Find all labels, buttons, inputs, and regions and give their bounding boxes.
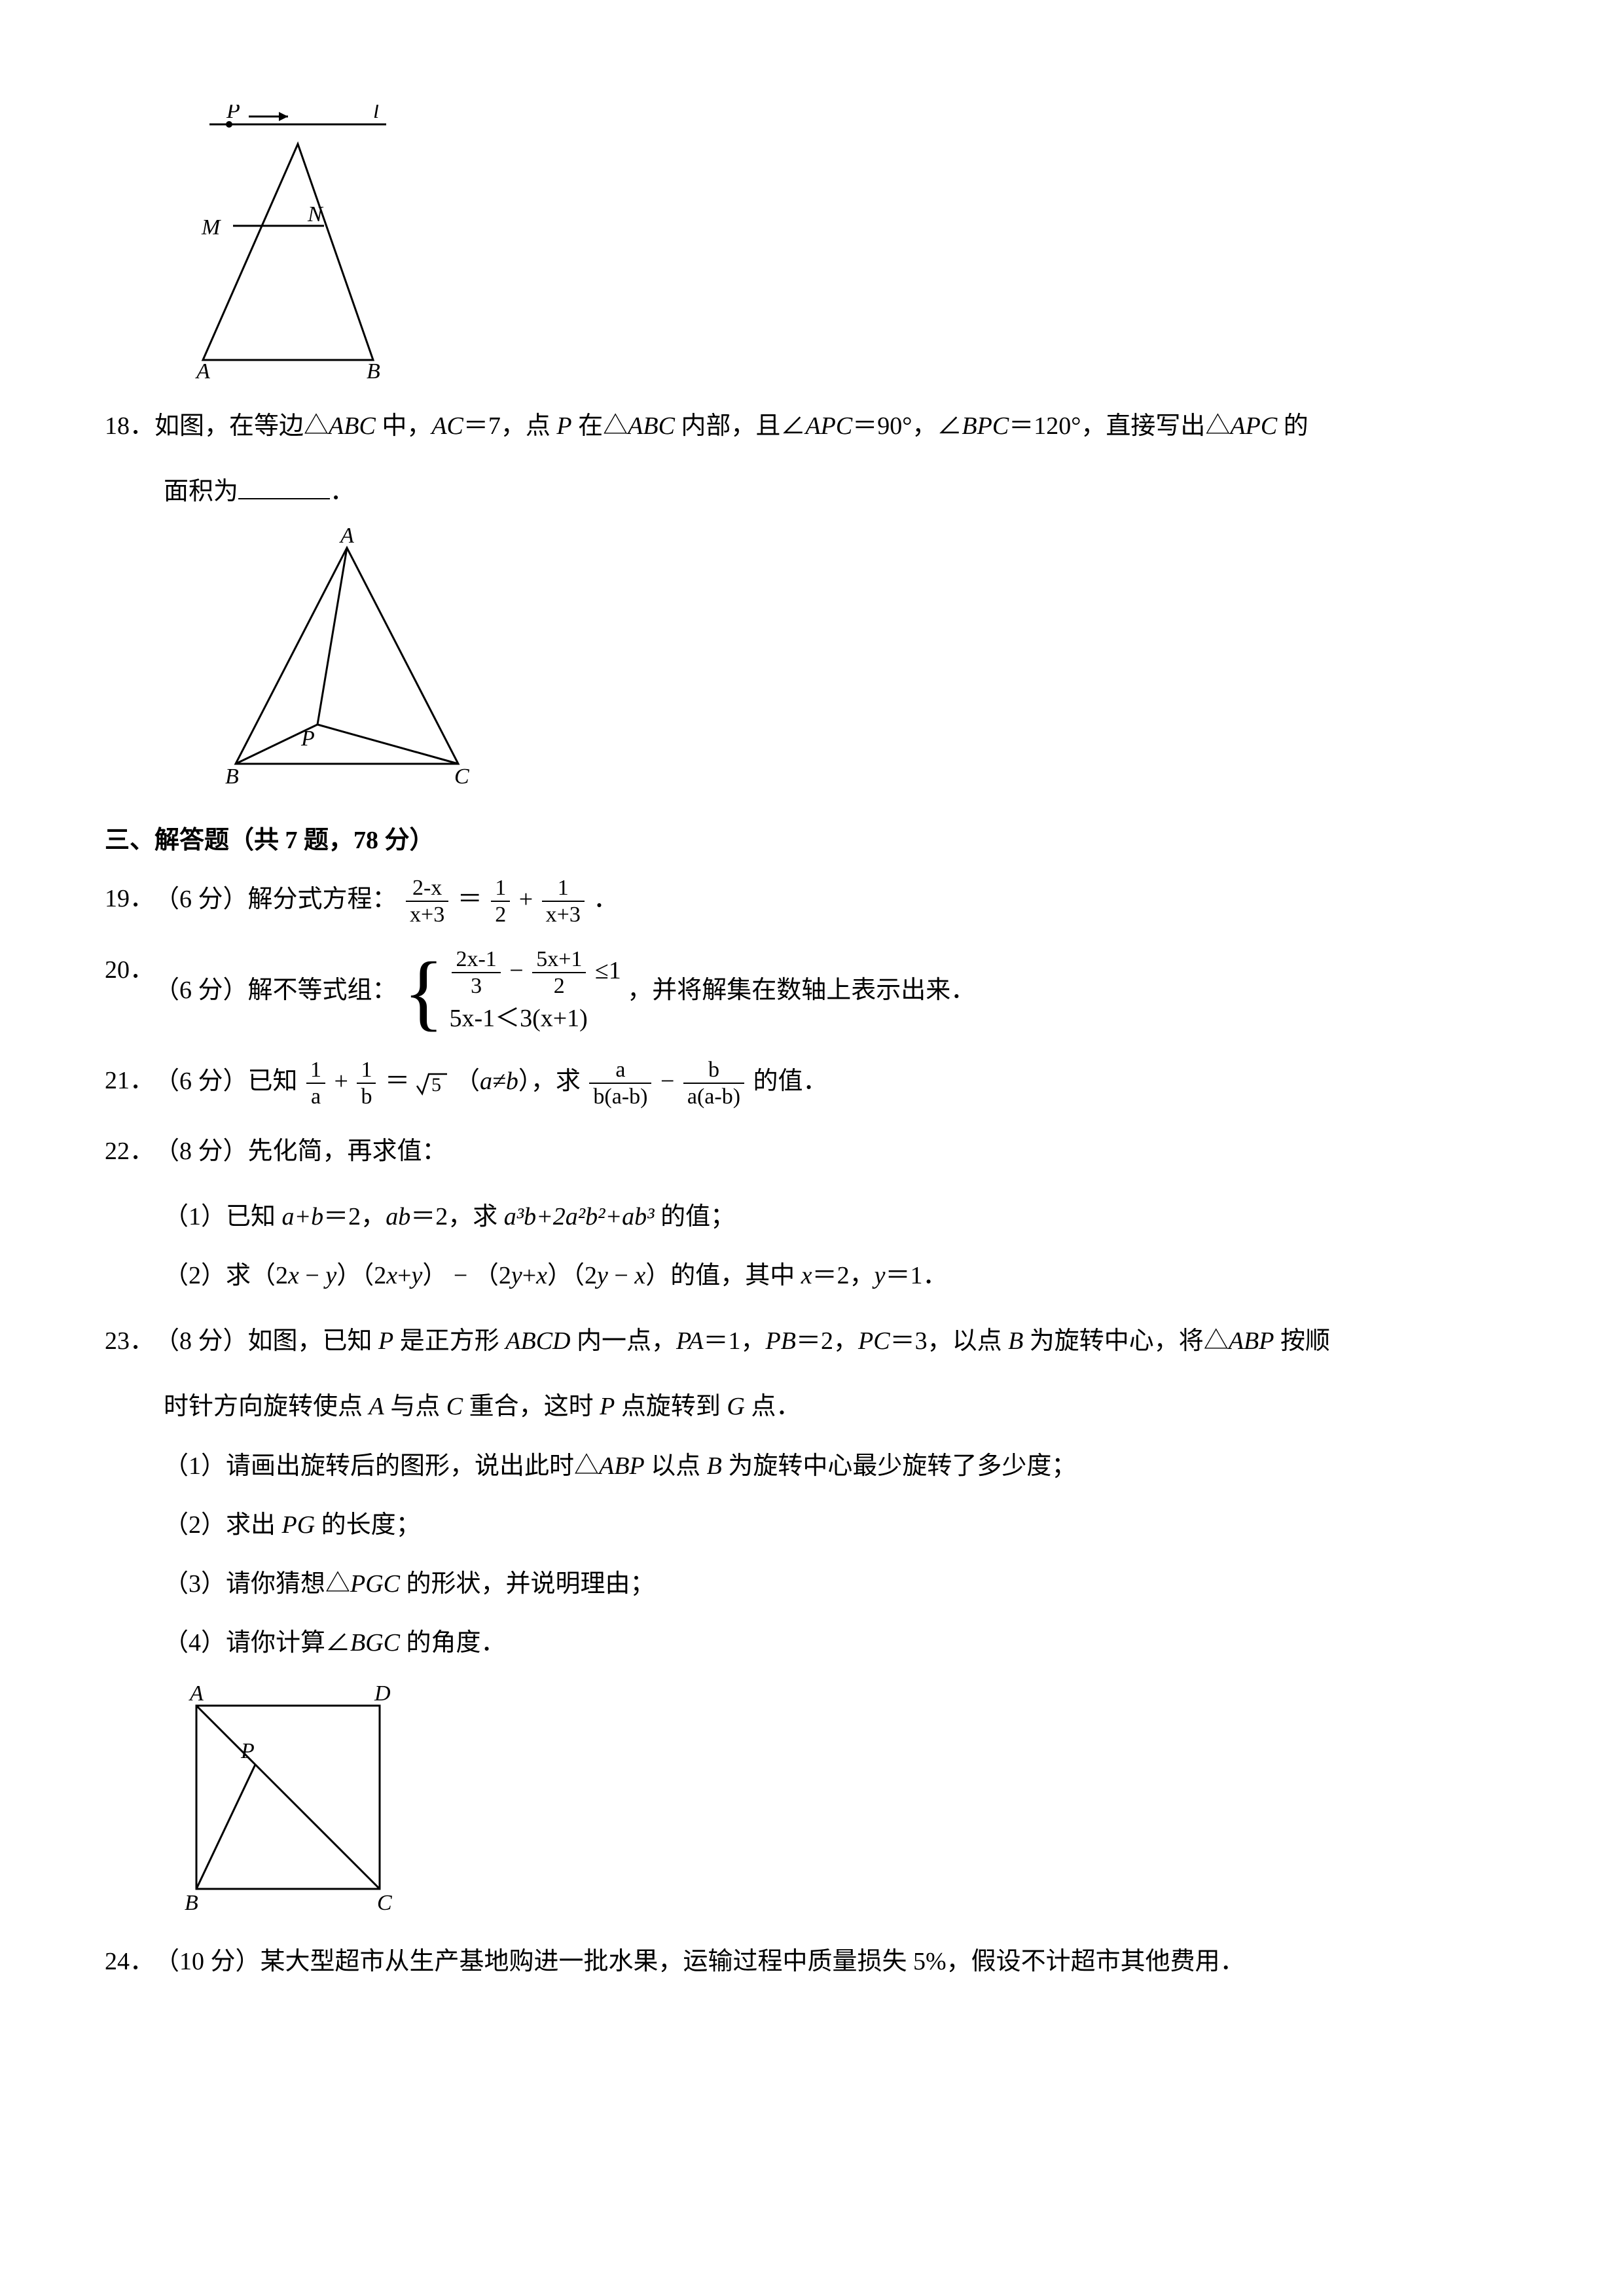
fig23-label-C: C xyxy=(377,1891,392,1915)
question-19: 19． （6 分）解分式方程： 2-xx+3 ＝ 12 + 1x+3 ． xyxy=(105,875,1519,927)
figure-18: A B C P xyxy=(209,528,1519,793)
fig17-label-M: M xyxy=(201,215,221,240)
q23-sub4: （4）请你计算∠BGC 的角度． xyxy=(164,1619,1519,1666)
q21-body: （6 分）已知 1a + 1b ＝ 5 （a≠b），求 ab(a-b) − ba… xyxy=(154,1057,1519,1109)
q19-frac1: 2-xx+3 xyxy=(406,875,448,927)
fig17-label-A: A xyxy=(195,359,210,380)
question-18: 18． 如图，在等边△ABC 中，AC＝7，点 P 在△ABC 内部，且∠APC… xyxy=(105,403,1519,450)
fig23-label-A: A xyxy=(189,1681,204,1706)
q18-number: 18． xyxy=(105,403,154,450)
q18-line2: 面积为． xyxy=(164,468,1519,515)
q20-system: { 2x-13 − 5x+12 ≤1 5x-1＜3(x+1) xyxy=(403,946,621,1039)
question-24: 24． （10 分）某大型超市从生产基地购进一批水果，运输过程中质量损失 5%，… xyxy=(105,1938,1519,1985)
fig17-label-N: N xyxy=(307,202,324,226)
q22-body: （8 分）先化简，再求值： xyxy=(154,1128,1519,1175)
fig18-label-C: C xyxy=(454,764,469,789)
question-20: 20． （6 分）解不等式组： { 2x-13 − 5x+12 ≤1 5x-1＜… xyxy=(105,946,1519,1039)
q19-frac3: 1x+3 xyxy=(542,875,585,927)
q20-body: （6 分）解不等式组： { 2x-13 − 5x+12 ≤1 5x-1＜3(x+… xyxy=(154,946,1519,1039)
figure-17: P l M N A B xyxy=(170,105,1519,383)
fig23-label-B: B xyxy=(185,1891,198,1915)
q21-sqrt5: 5 xyxy=(416,1060,448,1107)
svg-text:5: 5 xyxy=(431,1074,441,1096)
fig17-label-B: B xyxy=(367,359,380,380)
q19-body: （6 分）解分式方程： 2-xx+3 ＝ 12 + 1x+3 ． xyxy=(154,875,1519,927)
section-3-heading: 三、解答题（共 7 题，78 分） xyxy=(105,819,1519,855)
q19-number: 19． xyxy=(105,875,154,922)
question-23: 23． （8 分）如图，已知 P 是正方形 ABCD 内一点，PA＝1，PB＝2… xyxy=(105,1318,1519,1365)
question-22: 22． （8 分）先化简，再求值： xyxy=(105,1128,1519,1175)
q23-sub2: （2）求出 PG 的长度； xyxy=(164,1501,1519,1549)
brace-icon: { xyxy=(403,954,444,1031)
fig18-label-A: A xyxy=(339,528,354,548)
q23-body: （8 分）如图，已知 P 是正方形 ABCD 内一点，PA＝1，PB＝2，PC＝… xyxy=(154,1318,1519,1365)
q22-part1: （1）已知 a+b＝2，ab＝2，求 a³b+2a²b²+ab³ 的值； xyxy=(164,1193,1519,1240)
fig17-label-l: l xyxy=(373,105,379,123)
fig23-label-P: P xyxy=(240,1739,255,1763)
q23-line2: 时针方向旋转使点 A 与点 C 重合，这时 P 点旋转到 G 点． xyxy=(164,1383,1519,1430)
question-21: 21． （6 分）已知 1a + 1b ＝ 5 （a≠b），求 ab(a-b) … xyxy=(105,1057,1519,1109)
q23-sub3: （3）请你猜想△PGC 的形状，并说明理由； xyxy=(164,1560,1519,1607)
q18-body: 如图，在等边△ABC 中，AC＝7，点 P 在△ABC 内部，且∠APC＝90°… xyxy=(154,403,1519,450)
q22-number: 22． xyxy=(105,1128,154,1175)
q24-body: （10 分）某大型超市从生产基地购进一批水果，运输过程中质量损失 5%，假设不计… xyxy=(154,1938,1519,1985)
q21-number: 21． xyxy=(105,1057,154,1104)
q24-number: 24． xyxy=(105,1938,154,1985)
q18-blank xyxy=(238,498,330,499)
q23-number: 23． xyxy=(105,1318,154,1365)
fig18-label-B: B xyxy=(225,764,239,789)
fig18-label-P: P xyxy=(300,726,315,751)
figure-23: A D B C P xyxy=(170,1679,1519,1918)
fig17-label-P: P xyxy=(226,105,240,123)
q23-sub1: （1）请画出旋转后的图形，说出此时△ABP 以点 B 为旋转中心最少旋转了多少度… xyxy=(164,1443,1519,1490)
q19-frac2: 12 xyxy=(491,875,510,927)
q20-number: 20． xyxy=(105,946,154,994)
fig23-label-D: D xyxy=(374,1681,391,1706)
q22-part2: （2）求（2x − y）（2x+y） − （2y+x）（2y − x）的值，其中… xyxy=(164,1252,1519,1299)
